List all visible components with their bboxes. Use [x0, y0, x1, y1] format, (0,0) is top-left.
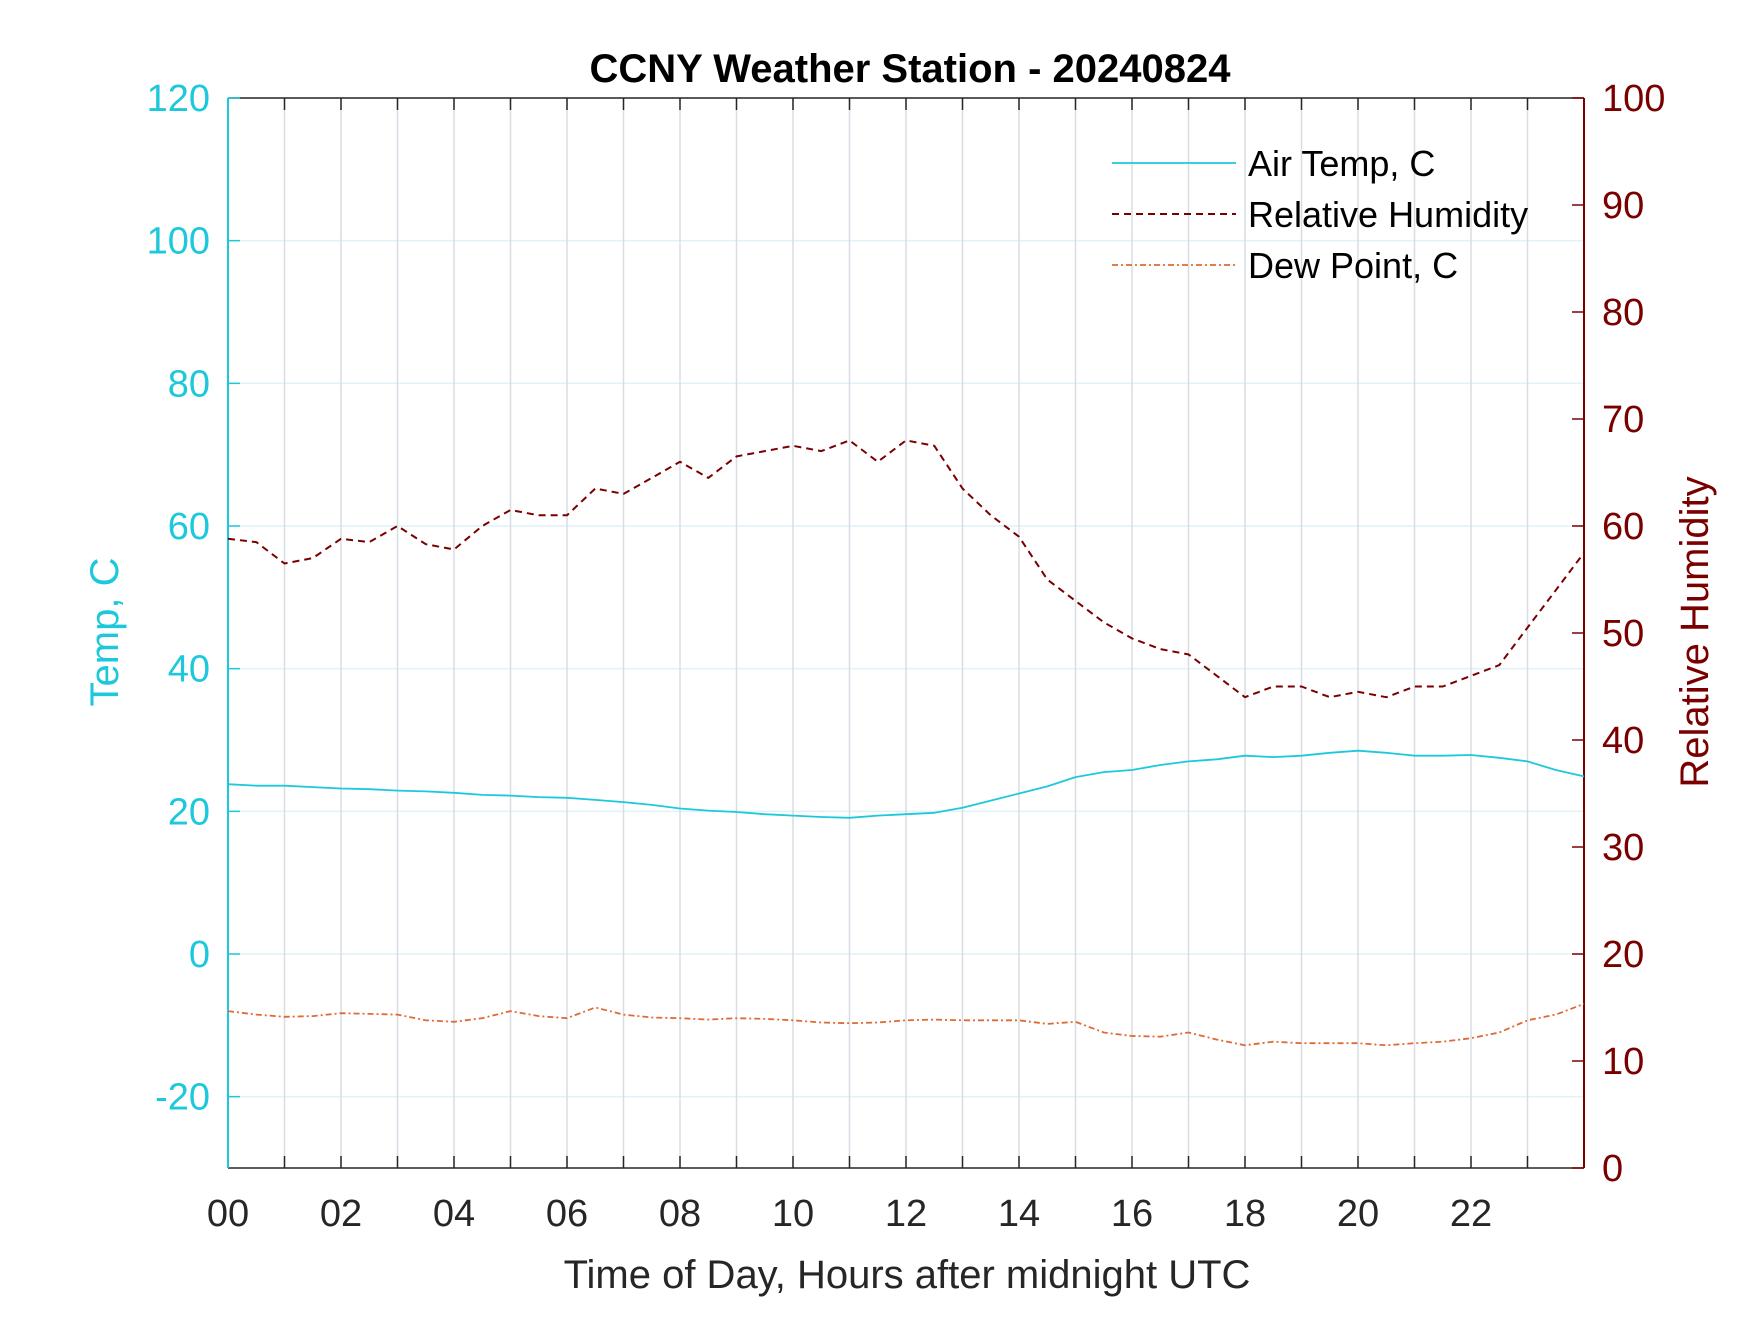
x-tick-label: 20	[1337, 1193, 1379, 1235]
y-right-tick-label: 30	[1602, 827, 1644, 869]
y-right-tick-label: 90	[1602, 185, 1644, 227]
legend-label: Air Temp, C	[1248, 143, 1435, 184]
y-left-tick-label: 80	[168, 363, 210, 405]
y-left-tick-label: 100	[147, 221, 210, 263]
y-left-tick-label: 60	[168, 506, 210, 548]
legend: Air Temp, C Relative Humidity Dew Point, C	[1112, 143, 1528, 286]
y-axis-right-label: Relative Humidity	[1673, 476, 1717, 787]
x-tick-label: 14	[998, 1193, 1040, 1235]
y-right-tick-label: 40	[1602, 720, 1644, 762]
x-axis-label: Time of Day, Hours after midnight UTC	[564, 1253, 1251, 1297]
grid-lines	[228, 97, 1584, 1168]
x-tick-label: 16	[1111, 1193, 1153, 1235]
chart-title: CCNY Weather Station - 20240824	[590, 47, 1232, 91]
y-left-tick-label: 120	[147, 78, 210, 120]
y-left-tick-label: 40	[168, 649, 210, 691]
y-right-tick-label: 0	[1602, 1148, 1623, 1190]
x-tick-label: 00	[207, 1193, 249, 1235]
y-right-tick-label: 50	[1602, 613, 1644, 655]
x-tick-label: 12	[885, 1193, 927, 1235]
x-tick-label: 22	[1450, 1193, 1492, 1235]
y-left-tick-label: 0	[189, 934, 210, 976]
x-tick-label: 18	[1224, 1193, 1266, 1235]
y-right-tick-label: 10	[1602, 1041, 1644, 1083]
x-tick-label: 02	[320, 1193, 362, 1235]
legend-label: Relative Humidity	[1248, 194, 1528, 235]
x-tick-label: 06	[546, 1193, 588, 1235]
y-right-tick-label: 60	[1602, 506, 1644, 548]
y-left-tick-label: -20	[155, 1077, 210, 1119]
y-right-tick-label: 100	[1602, 78, 1665, 120]
y-right-tick-label: 70	[1602, 399, 1644, 441]
series-line-air-temp-c	[227, 749, 1585, 819]
series-line-relative-humidity	[227, 439, 1585, 699]
series-line-dew-point-c	[227, 1003, 1585, 1047]
x-tick-label: 08	[659, 1193, 701, 1235]
x-tick-label: 10	[772, 1193, 814, 1235]
y-left-tick-label: 20	[168, 791, 210, 833]
legend-label: Dew Point, C	[1248, 245, 1458, 286]
y-right-tick-label: 20	[1602, 934, 1644, 976]
y-right-tick-label: 80	[1602, 292, 1644, 334]
y-axis-left-label: Temp, C	[83, 558, 127, 707]
x-tick-label: 04	[433, 1193, 475, 1235]
